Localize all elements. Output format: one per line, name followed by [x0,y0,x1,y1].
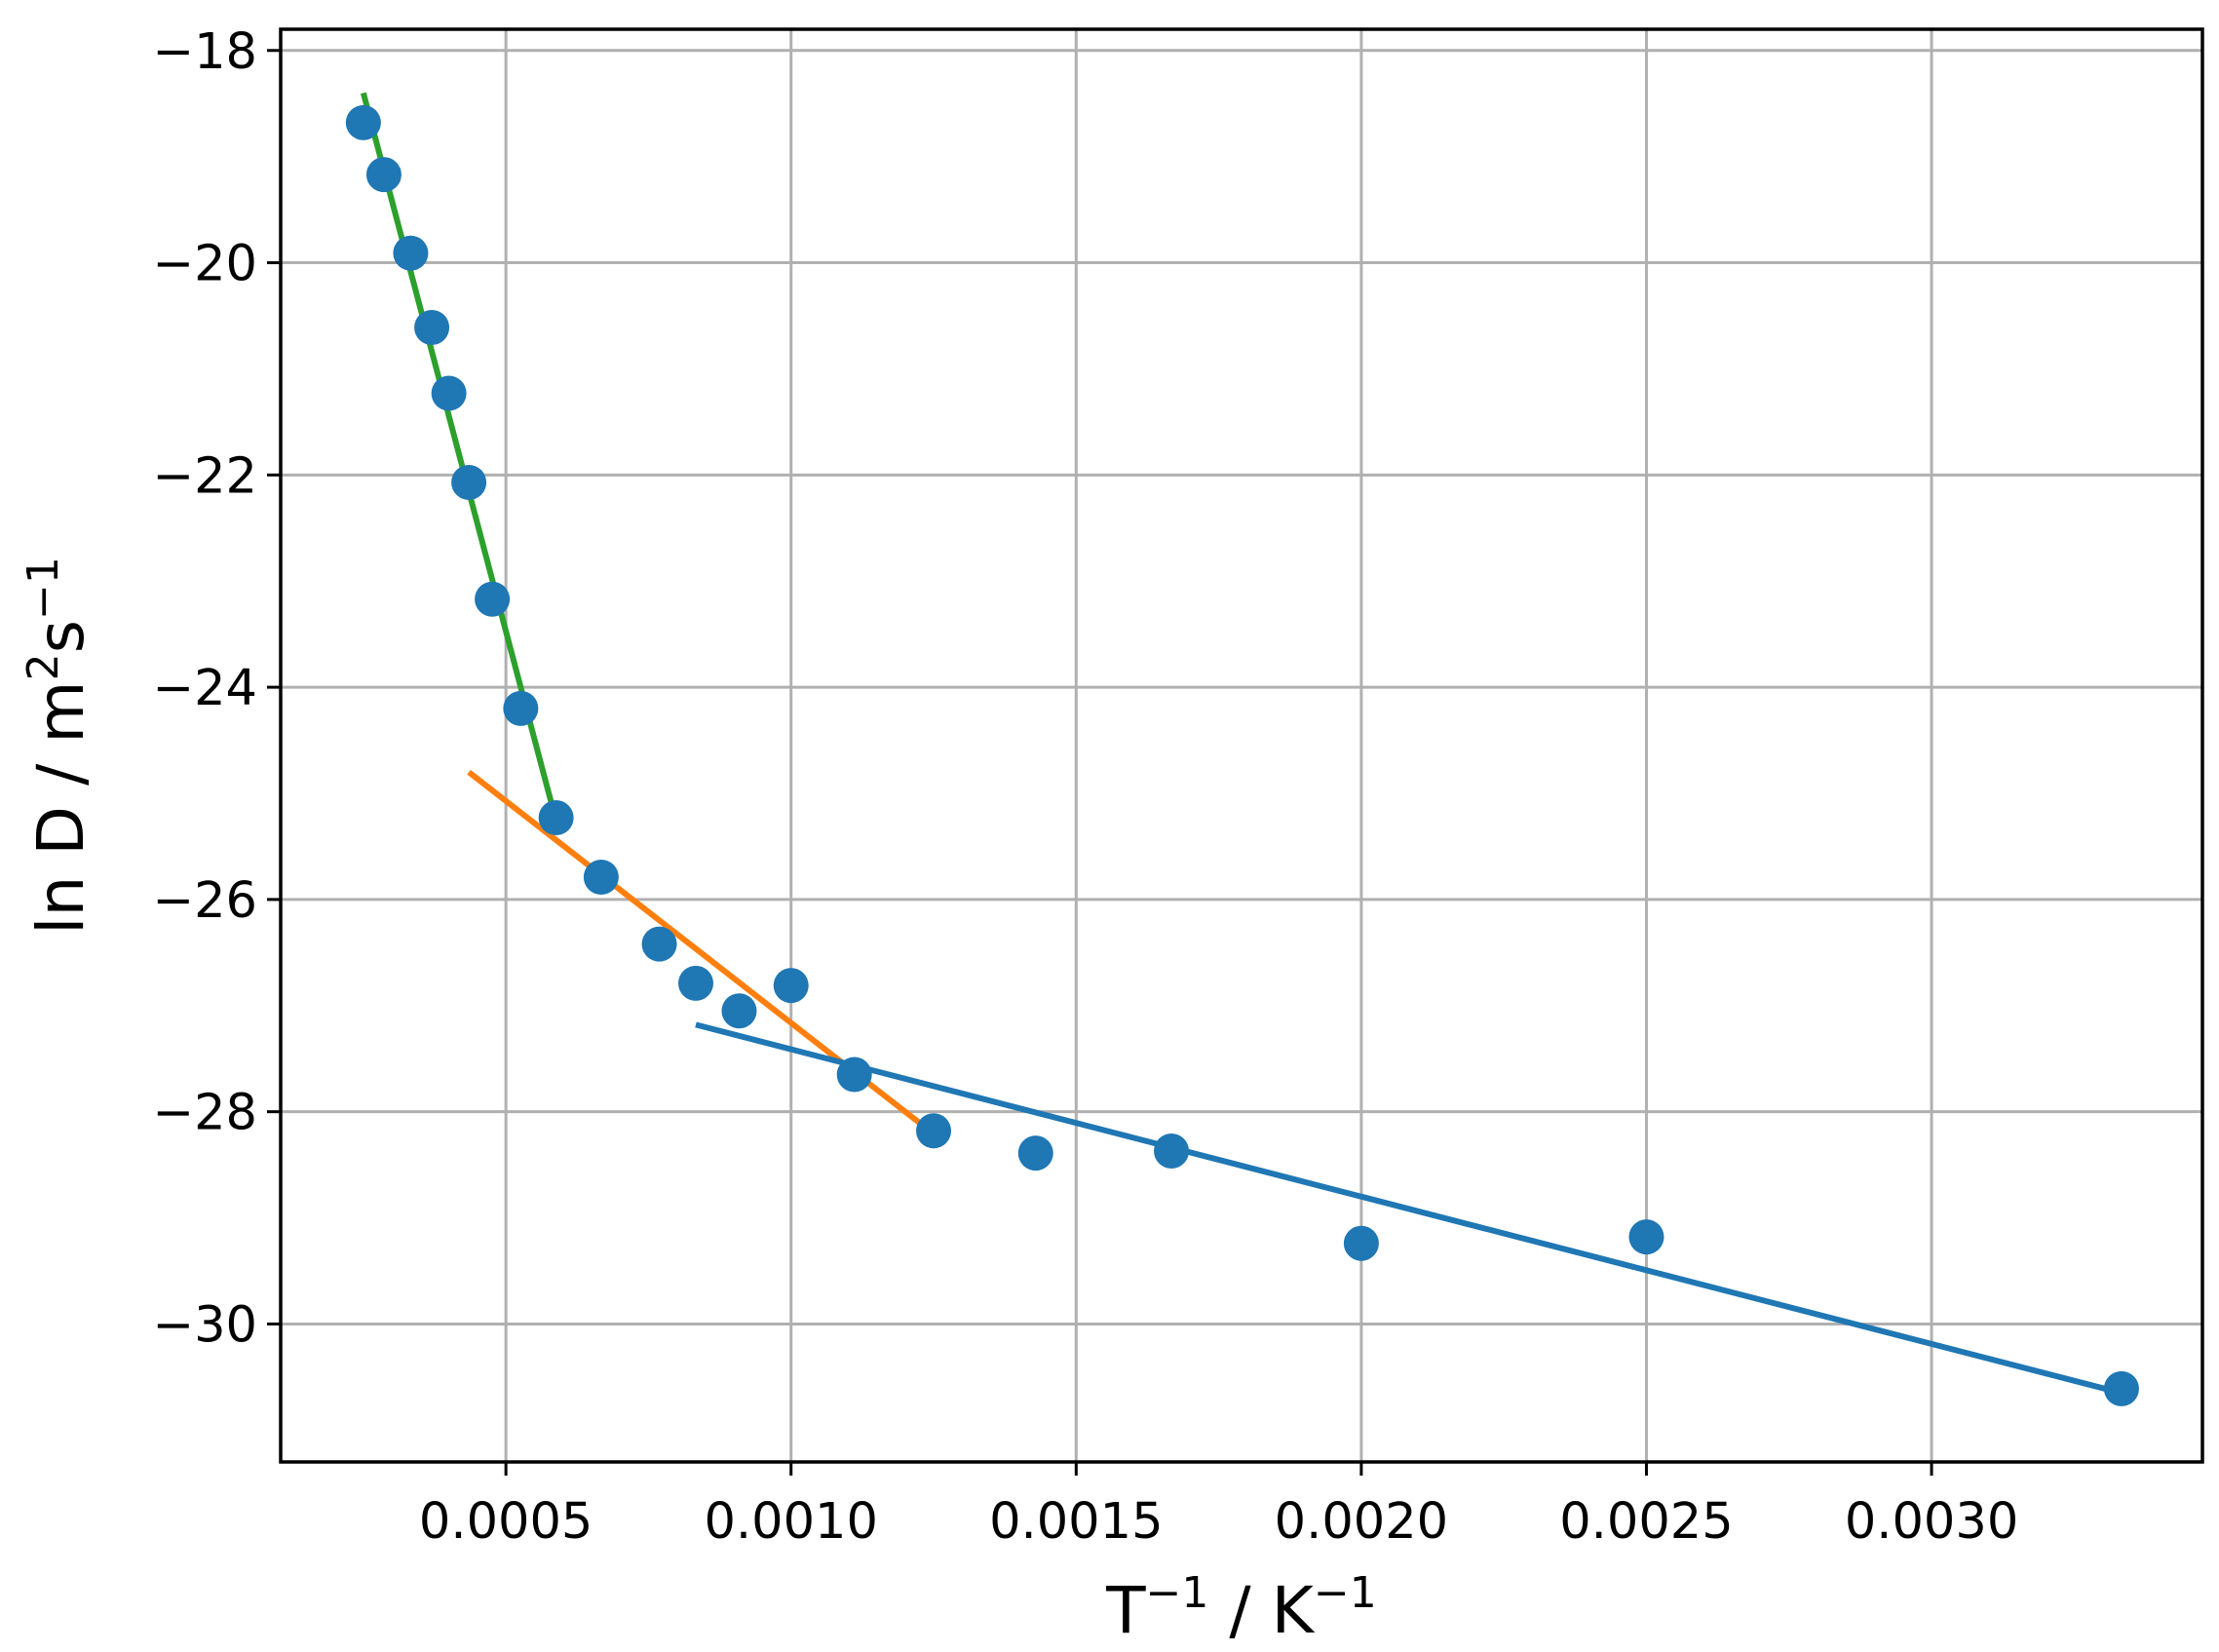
y-tick-label: −26 [152,872,257,930]
data-point [2103,1370,2139,1406]
y-tick-label: −18 [152,23,257,81]
data-point [773,968,809,1004]
plot-frame [279,27,2204,1464]
data-point [451,464,487,500]
y-tick-label: −22 [152,447,257,505]
data-point [365,157,402,193]
grid-lines [281,29,2202,1462]
x-tick-label: 0.0020 [1275,1493,1448,1551]
data-point [836,1057,872,1093]
data-point [1628,1219,1664,1255]
x-tick-label: 0.0030 [1845,1493,2018,1551]
data-point [641,926,677,962]
y-axis-label: ln D / m2s−1 [19,557,98,935]
data-point [345,104,381,140]
y-tick-label: −24 [152,660,257,717]
y-axis-ticks: −18 −20 −22 −24 −26 −28 −30 [152,23,281,1354]
x-axis-ticks: 0.0005 0.0010 0.0015 0.0020 0.0025 0.0030 [419,1462,2018,1551]
data-point [677,965,713,1001]
y-tick-label: −20 [152,236,257,293]
y-tick-label: −30 [152,1296,257,1354]
data-point [916,1113,952,1149]
data-points [345,104,2139,1406]
fit-line [695,1021,2123,1397]
fit-lines [360,92,2123,1397]
y-tick-label: −28 [152,1085,257,1142]
data-point [1017,1135,1053,1172]
data-point [538,800,574,836]
x-axis-label: T−1 / K−1 [1105,1568,1377,1648]
data-point [1154,1133,1190,1169]
x-tick-label: 0.0005 [419,1493,593,1551]
x-tick-label: 0.0015 [989,1493,1163,1551]
data-point [503,690,539,726]
data-point [393,235,429,271]
x-tick-label: 0.0025 [1559,1493,1733,1551]
data-point [721,993,757,1029]
data-point [583,860,619,896]
data-point [431,375,467,411]
data-point [475,581,511,617]
x-tick-label: 0.0010 [704,1493,877,1551]
data-point [414,309,450,345]
data-point [1343,1225,1379,1261]
